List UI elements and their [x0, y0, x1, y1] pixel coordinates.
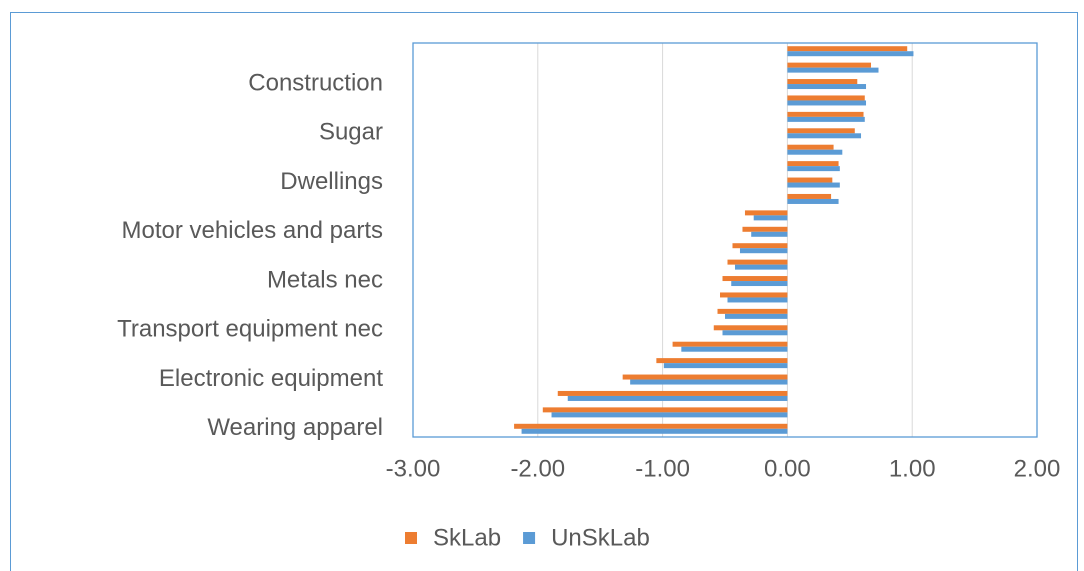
bar — [787, 193, 832, 199]
y-tick-label: Motor vehicles and parts — [122, 217, 383, 244]
bar — [732, 243, 788, 249]
legend-swatch — [405, 532, 417, 544]
bar — [514, 423, 788, 429]
legend-swatch — [523, 532, 536, 544]
bar — [672, 341, 788, 347]
bar — [787, 161, 839, 167]
bar — [787, 111, 864, 117]
y-tick-label: Wearing apparel — [207, 414, 383, 441]
bar — [753, 215, 788, 221]
bar — [521, 428, 788, 434]
bar — [557, 390, 788, 396]
bar — [551, 412, 788, 418]
bar — [731, 281, 788, 287]
bar — [787, 198, 839, 204]
bar — [722, 276, 788, 282]
bar — [713, 325, 788, 331]
y-tick-label: Construction — [248, 69, 383, 96]
bar — [787, 144, 834, 150]
bar — [787, 182, 840, 188]
y-tick-label: Transport equipment nec — [117, 316, 383, 343]
y-tick-label: Electronic equipment — [159, 365, 383, 392]
bar — [787, 46, 908, 52]
bar — [751, 231, 788, 237]
bar — [717, 308, 788, 314]
x-tick-label: 2.00 — [1014, 455, 1061, 482]
x-tick-label: 0.00 — [764, 455, 811, 482]
bar — [744, 210, 788, 216]
bar — [787, 84, 867, 90]
bar — [787, 177, 833, 183]
bar — [567, 395, 788, 401]
legend-label: SkLab — [433, 524, 501, 551]
bar — [739, 248, 788, 254]
y-tick-label: Dwellings — [280, 168, 383, 195]
bar — [630, 379, 788, 385]
bar — [787, 95, 865, 101]
bar — [542, 407, 788, 413]
bar — [681, 346, 788, 352]
bar — [787, 133, 862, 139]
legend-label: UnSkLab — [551, 524, 650, 551]
bar — [656, 358, 788, 364]
bar — [725, 313, 788, 319]
bar — [787, 67, 879, 73]
bar — [720, 292, 788, 298]
x-tick-label: -3.00 — [386, 455, 441, 482]
bar — [722, 330, 788, 336]
bar — [787, 100, 867, 106]
bar — [787, 149, 843, 155]
bar — [787, 79, 858, 85]
bar — [787, 166, 840, 172]
bar — [787, 116, 865, 122]
x-tick-label: -1.00 — [635, 455, 690, 482]
bar — [787, 62, 872, 68]
x-tick-label: -2.00 — [510, 455, 565, 482]
bar — [663, 363, 788, 369]
bar — [734, 264, 788, 270]
bar — [742, 226, 788, 232]
bar — [787, 51, 914, 57]
plot-border — [412, 42, 1038, 438]
bar — [622, 374, 788, 380]
chart-frame — [10, 12, 1078, 571]
bar — [787, 128, 855, 134]
y-tick-label: Sugar — [319, 119, 383, 146]
bar — [727, 297, 788, 303]
y-tick-label: Metals nec — [267, 266, 383, 293]
x-tick-label: 1.00 — [889, 455, 936, 482]
bar — [727, 259, 788, 265]
